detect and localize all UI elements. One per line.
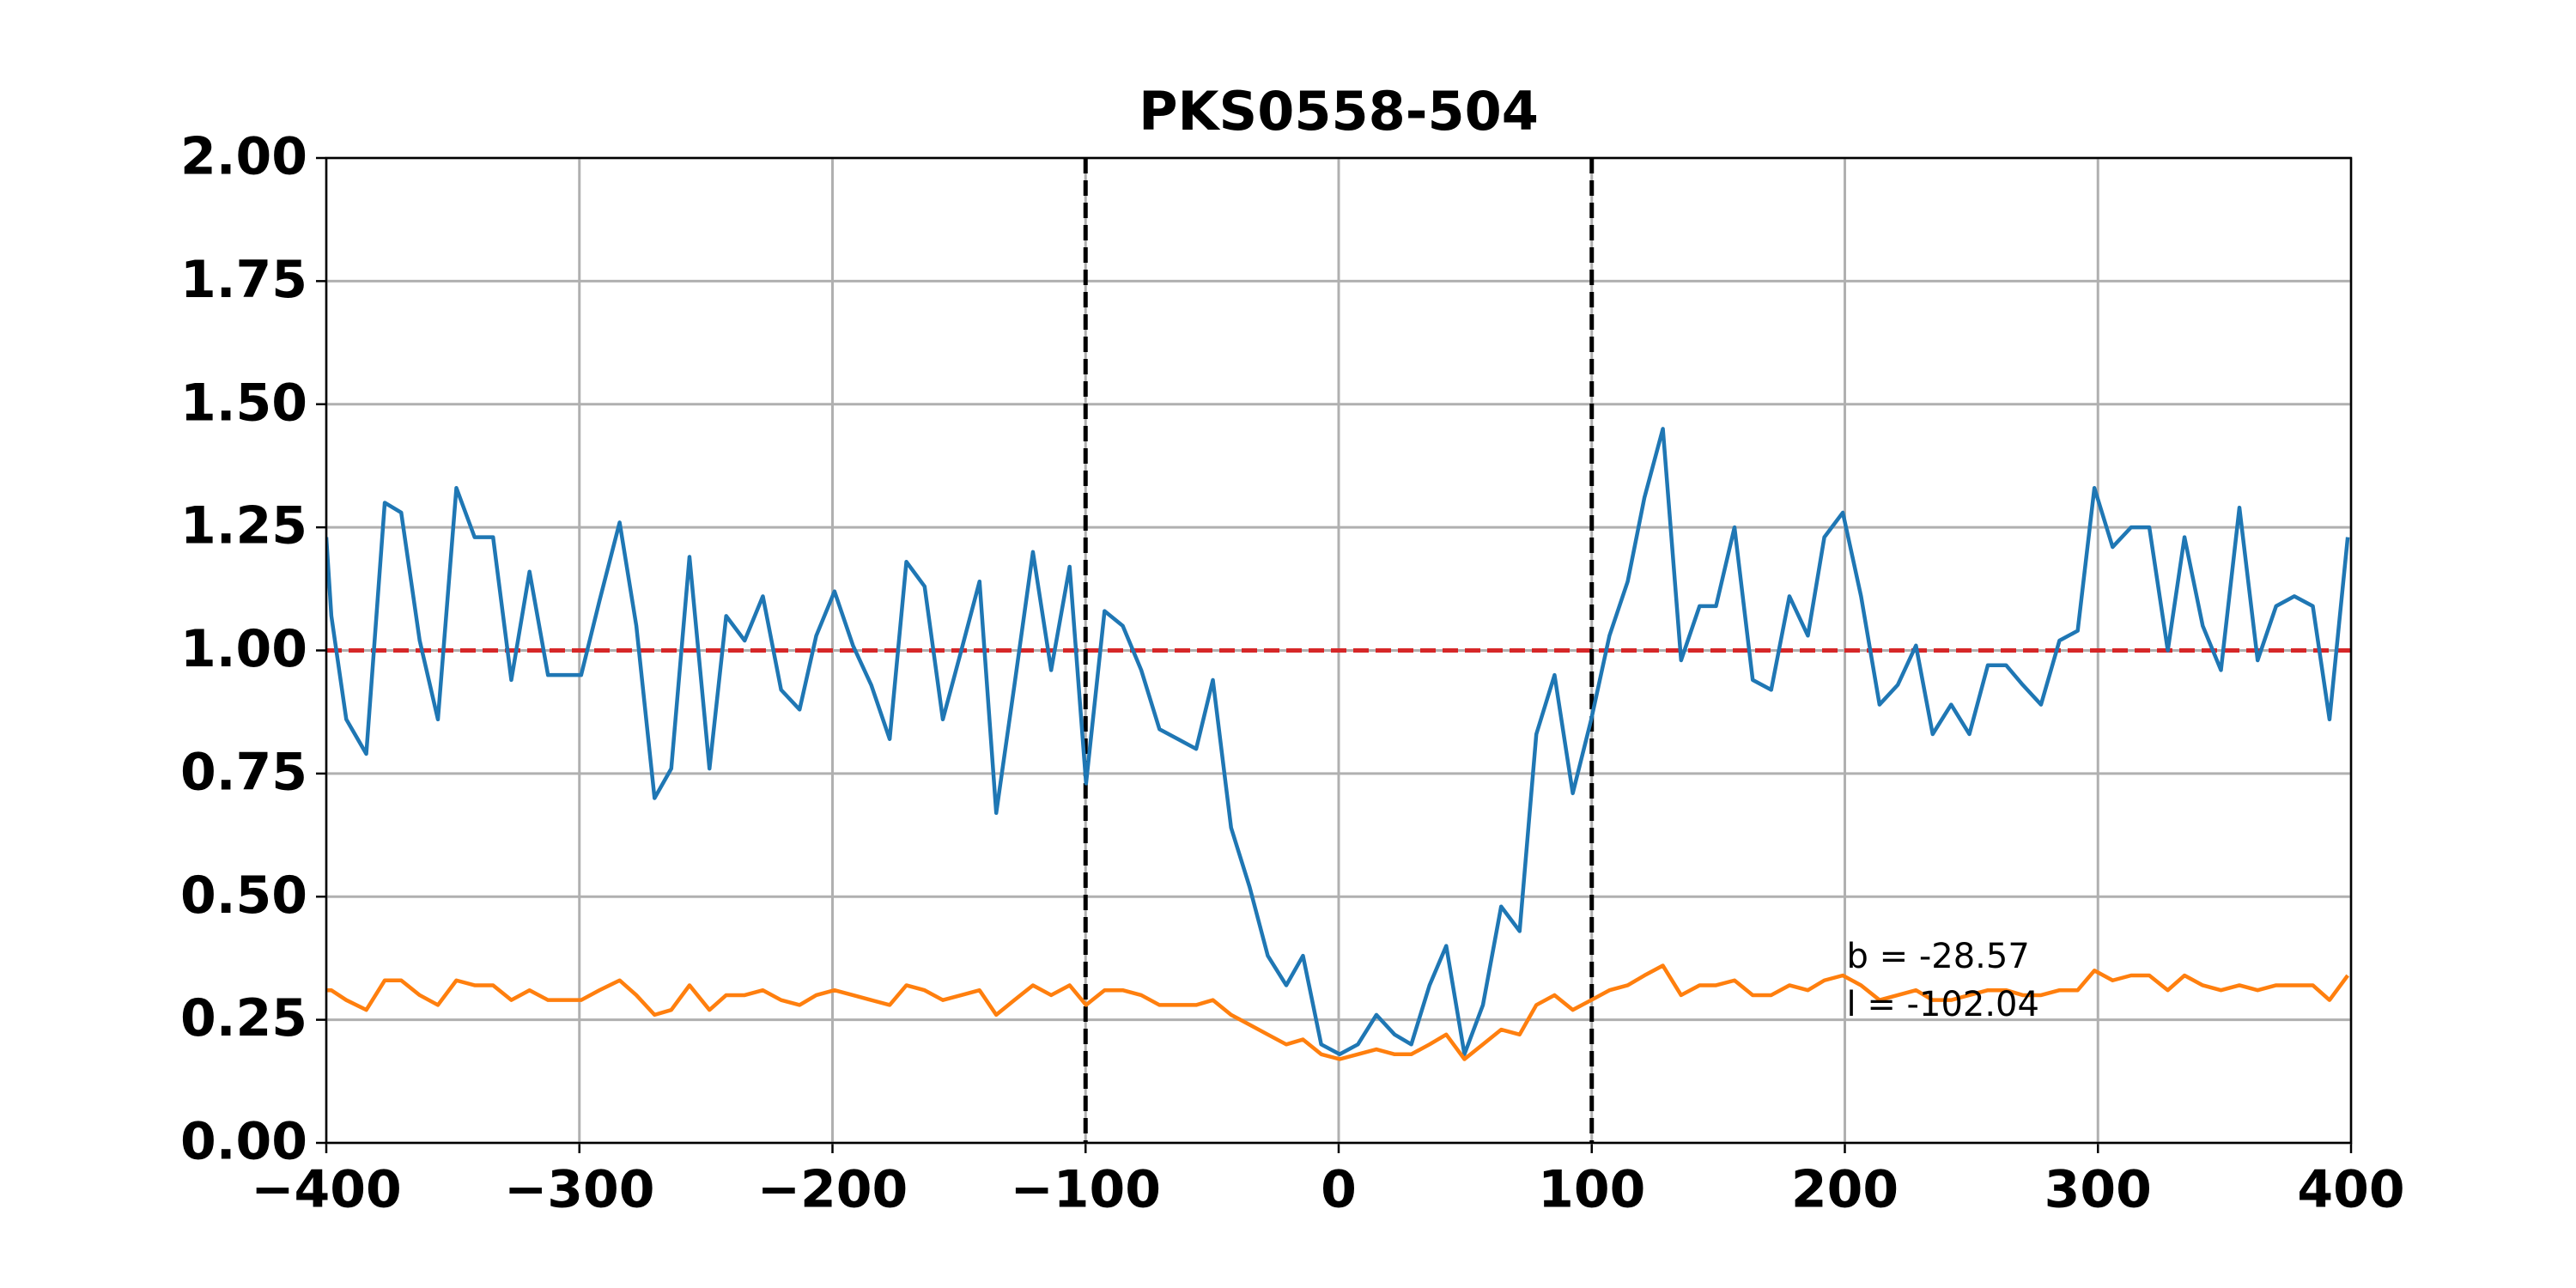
series-line (326, 427, 2350, 1057)
y-tick-label: 2.00 (180, 127, 307, 187)
y-tick-label: 1.75 (180, 250, 307, 310)
x-tick-label: 0 (1321, 1160, 1357, 1220)
x-tick-label: 300 (2044, 1160, 2152, 1220)
x-tick-label: −200 (757, 1160, 908, 1220)
x-tick-label: 400 (2297, 1160, 2404, 1220)
y-tick-label: 0.50 (180, 866, 307, 926)
y-tick-label: 1.50 (180, 373, 307, 433)
y-tick-label: 0.25 (180, 988, 307, 1048)
x-tick-label: −400 (251, 1160, 402, 1220)
y-tick-label: 1.25 (180, 496, 307, 556)
x-tick-label: −100 (1010, 1160, 1161, 1220)
x-tick-label: 200 (1791, 1160, 1899, 1220)
y-tick-label: 0.00 (180, 1112, 307, 1172)
y-tick-label: 1.00 (180, 619, 307, 679)
y-tick-label: 0.75 (180, 742, 307, 802)
x-tick-label: −300 (504, 1160, 655, 1220)
x-tick-label: 100 (1538, 1160, 1645, 1220)
chart-title: PKS0558-504 (1139, 80, 1539, 143)
annotation: l = -102.04 (1847, 985, 2039, 1024)
annotation: b = -28.57 (1847, 937, 2030, 976)
plot-frame (325, 156, 2353, 1145)
series-line (326, 963, 2349, 1061)
